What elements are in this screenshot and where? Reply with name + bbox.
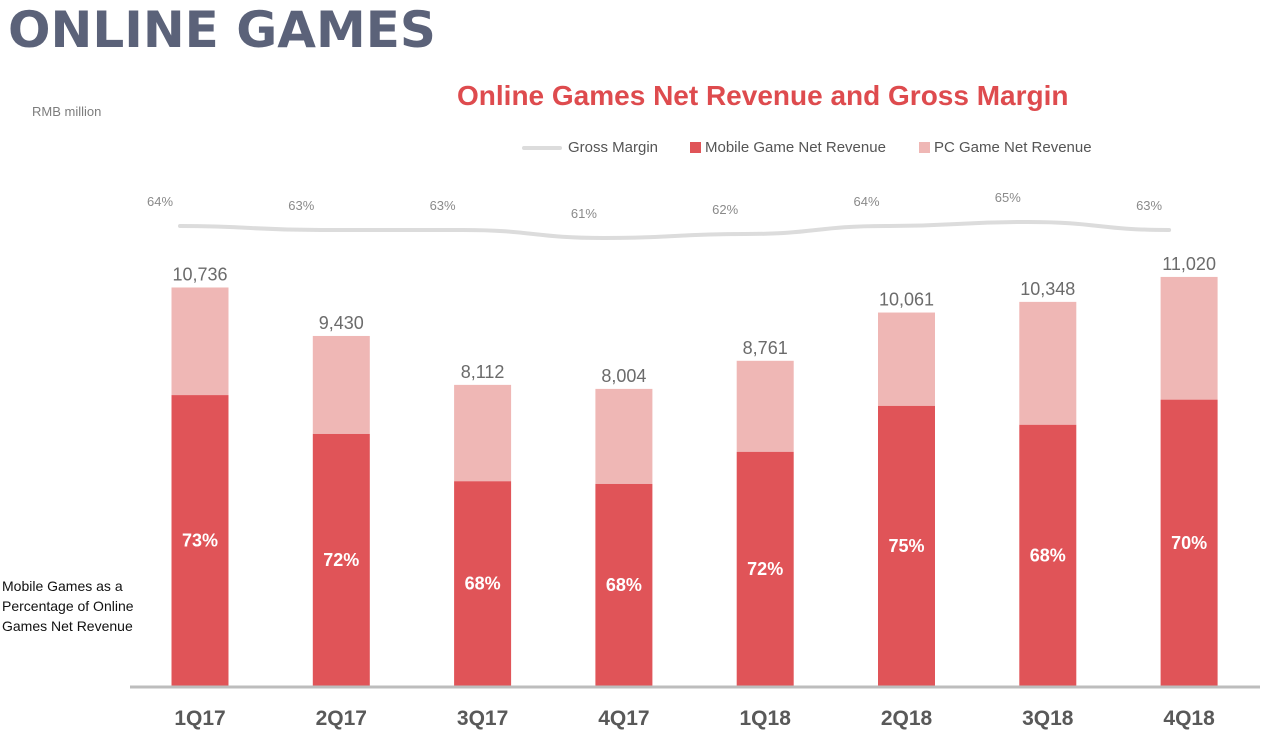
mobile-share-label-1q17: 73% bbox=[182, 531, 218, 551]
bar-mobile-4q18 bbox=[1160, 399, 1218, 686]
legend: Gross Margin Mobile Game Net Revenue PC Ga… bbox=[522, 139, 1092, 156]
total-label-1q18: 8,761 bbox=[743, 338, 788, 358]
mobile-share-label-1q18: 72% bbox=[747, 559, 783, 579]
bar-mobile-1q17 bbox=[171, 395, 229, 686]
legend-label-mobile: Mobile Game Net Revenue bbox=[705, 139, 886, 156]
gross-margin-label-1q17: 64% bbox=[147, 194, 173, 209]
bar-pc-2q17 bbox=[312, 335, 370, 434]
bar-pc-2q18 bbox=[878, 312, 935, 406]
mobile-share-note: Mobile Games as a Percentage of Online G… bbox=[2, 578, 134, 634]
bar-pc-3q18 bbox=[1019, 301, 1077, 425]
x-tick-3q18: 3Q18 bbox=[1022, 707, 1074, 730]
total-label-2q18: 10,061 bbox=[879, 290, 934, 310]
mobile-share-label-4q18: 70% bbox=[1171, 533, 1207, 553]
total-label-1q17: 10,736 bbox=[172, 264, 227, 284]
x-tick-1q18: 1Q18 bbox=[740, 707, 792, 730]
legend-label-gross-margin: Gross Margin bbox=[568, 139, 658, 156]
bar-mobile-1q18 bbox=[736, 451, 794, 686]
gross-margin-label-2q17: 63% bbox=[288, 198, 314, 213]
x-tick-4q18: 4Q18 bbox=[1163, 707, 1215, 730]
gross-margin-layer: 64% 63% 63% 61% 62% 64% 65% 63% bbox=[147, 190, 1172, 241]
gross-margin-label-4q17: 61% bbox=[571, 206, 597, 221]
bar-mobile-3q18 bbox=[1019, 424, 1077, 686]
legend-label-pc: PC Game Net Revenue bbox=[934, 139, 1092, 156]
unit-label: RMB million bbox=[32, 104, 102, 119]
total-label-4q18: 11,020 bbox=[1162, 254, 1216, 274]
bar-pc-4q17 bbox=[595, 388, 653, 484]
bar-mobile-3q17 bbox=[454, 481, 512, 686]
chart-title: Online Games Net Revenue and Gross Margi… bbox=[457, 80, 1069, 111]
x-tick-3q17: 3Q17 bbox=[457, 707, 508, 730]
x-axis: 1Q17 2Q17 3Q17 4Q17 1Q18 2Q18 3Q18 4Q18 bbox=[130, 685, 1260, 730]
mobile-share-label-4q17: 68% bbox=[606, 575, 642, 595]
gross-margin-label-3q18: 65% bbox=[995, 190, 1021, 205]
gross-margin-label-3q17: 63% bbox=[430, 198, 456, 213]
legend-swatch-mobile bbox=[690, 142, 701, 153]
mobile-share-label-3q17: 68% bbox=[465, 574, 501, 594]
mobile-share-label-3q18: 68% bbox=[1030, 545, 1066, 565]
x-tick-2q18: 2Q18 bbox=[881, 707, 933, 730]
bar-pc-1q18 bbox=[736, 360, 794, 452]
bar-pc-1q17 bbox=[171, 287, 229, 396]
bar-mobile-4q17 bbox=[595, 483, 653, 686]
mobile-share-label-2q18: 75% bbox=[888, 536, 924, 556]
total-label-3q17: 8,112 bbox=[461, 362, 505, 382]
total-label-2q17: 9,430 bbox=[319, 313, 364, 333]
total-label-3q18: 10,348 bbox=[1020, 279, 1075, 299]
gross-margin-label-2q18: 64% bbox=[853, 194, 879, 209]
bar-pc-3q17 bbox=[454, 384, 512, 482]
page-title: ONLINE GAMES bbox=[8, 1, 436, 59]
mobile-share-label-2q17: 72% bbox=[323, 550, 359, 570]
gross-margin-line bbox=[178, 219, 1172, 241]
x-tick-2q17: 2Q17 bbox=[316, 707, 367, 730]
labels-layer: 10,736 73% 9,430 72% 8,112 68% 8,004 68% 8,761 72… bbox=[172, 254, 1215, 595]
bar-pc-4q18 bbox=[1160, 276, 1218, 400]
x-tick-1q17: 1Q17 bbox=[174, 707, 225, 730]
legend-swatch-pc bbox=[919, 142, 930, 153]
bar-mobile-2q18 bbox=[878, 405, 935, 686]
x-tick-4q17: 4Q17 bbox=[598, 707, 649, 730]
bar-mobile-2q17 bbox=[312, 433, 370, 686]
bars-layer bbox=[171, 276, 1218, 686]
total-label-4q17: 8,004 bbox=[601, 366, 646, 386]
gross-margin-label-4q18: 63% bbox=[1136, 198, 1162, 213]
gross-margin-label-1q18: 62% bbox=[712, 202, 738, 217]
